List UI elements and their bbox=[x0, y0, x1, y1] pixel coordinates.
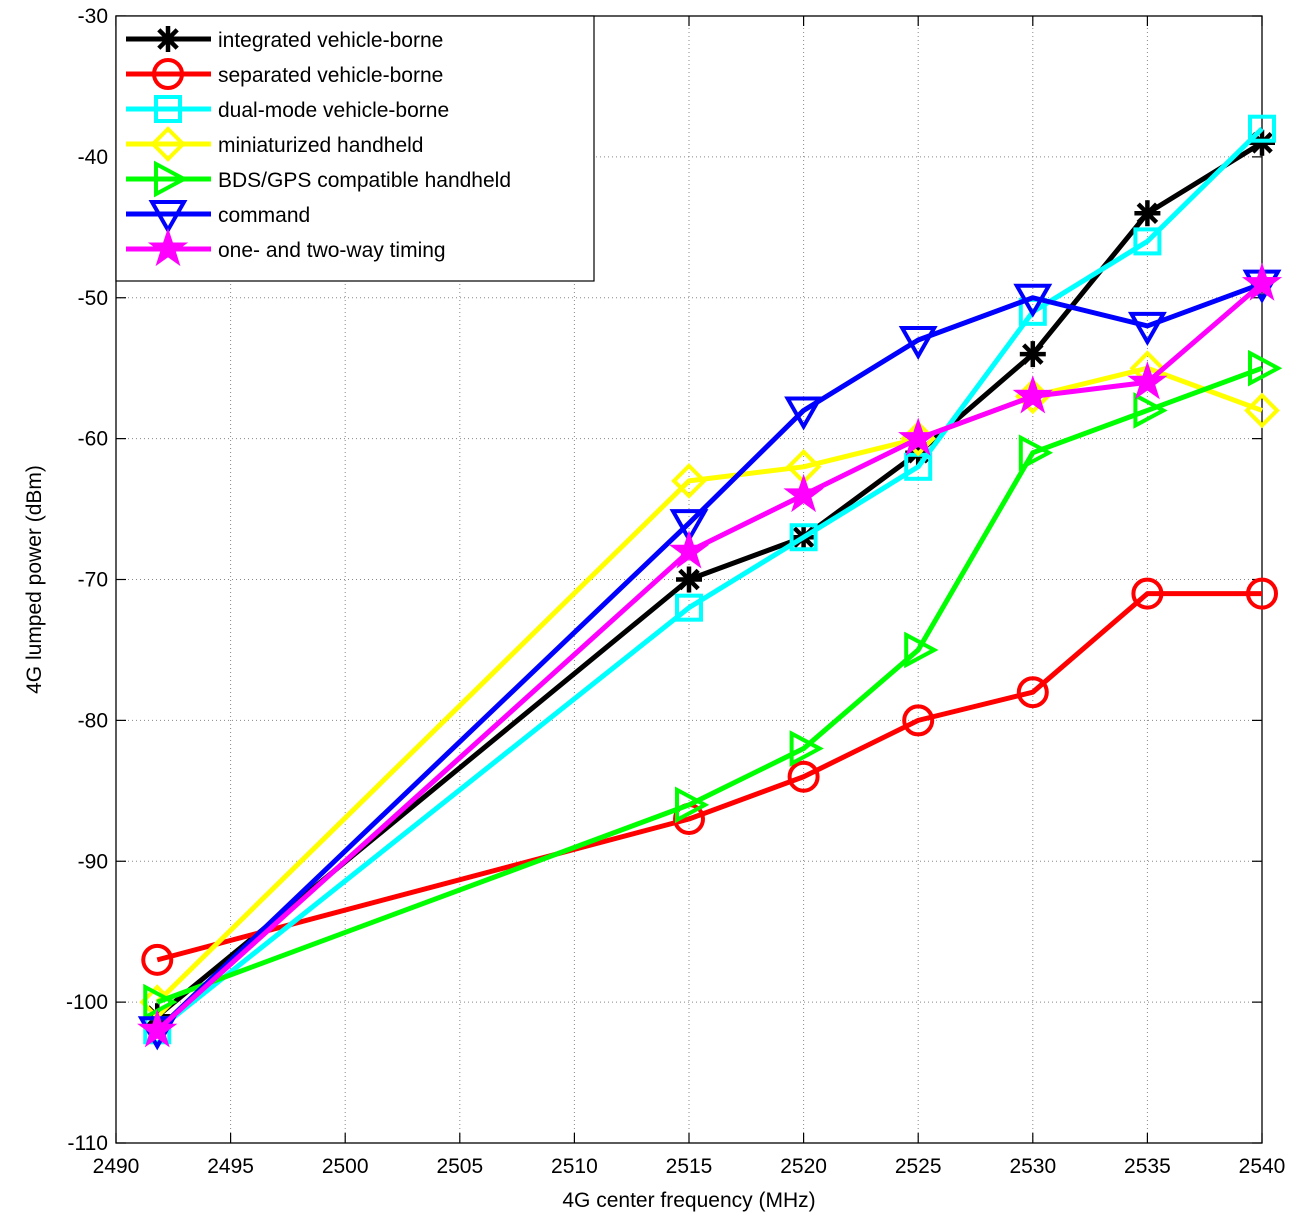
series-line bbox=[156, 591, 1262, 963]
x-tick-label: 2505 bbox=[436, 1155, 483, 1178]
marker-star bbox=[1241, 262, 1283, 301]
y-tick-label: -100 bbox=[66, 991, 108, 1014]
series-6 bbox=[137, 262, 1283, 1048]
legend-label: BDS/GPS compatible handheld bbox=[218, 169, 511, 192]
marker-star bbox=[898, 417, 939, 456]
legend: integrated vehicle-borne separated vehicl… bbox=[115, 15, 595, 282]
marker-star bbox=[137, 1009, 178, 1048]
y-tick-label: -30 bbox=[78, 5, 108, 28]
legend-label: miniaturized handheld bbox=[218, 134, 423, 157]
x-tick-label: 2530 bbox=[1009, 1155, 1056, 1178]
marker-diamond bbox=[671, 463, 707, 499]
y-tick-label: -110 bbox=[68, 1132, 108, 1155]
x-tick-label: 2520 bbox=[780, 1155, 827, 1178]
legend-label: separated vehicle-borne bbox=[218, 64, 443, 87]
marker-triangle-right bbox=[789, 730, 824, 767]
marker-square bbox=[1133, 227, 1162, 256]
marker-star bbox=[1127, 361, 1168, 400]
marker-square bbox=[789, 523, 818, 552]
marker-asterisk bbox=[1249, 129, 1275, 156]
x-tick-label: 2525 bbox=[895, 1155, 942, 1178]
marker-triangle-right bbox=[1248, 349, 1283, 387]
legend-item: separated vehicle-borne bbox=[126, 58, 443, 90]
legend-label: dual-mode vehicle-borne bbox=[218, 99, 449, 122]
y-tick-label: -40 bbox=[78, 146, 108, 169]
marker-star bbox=[668, 530, 710, 569]
marker-star bbox=[783, 473, 824, 513]
legend-box bbox=[115, 15, 595, 282]
series-layer bbox=[137, 114, 1283, 1051]
marker-circle bbox=[141, 943, 174, 976]
marker-triangle-down bbox=[784, 396, 824, 431]
marker-square bbox=[1248, 114, 1276, 143]
series-line bbox=[155, 281, 1263, 1033]
marker-circle bbox=[1246, 577, 1278, 610]
legend-item: dual-mode vehicle-borne bbox=[126, 95, 449, 123]
marker-star bbox=[147, 227, 189, 267]
x-tick-label: 2490 bbox=[93, 1155, 140, 1178]
marker-triangle-down bbox=[148, 200, 188, 235]
legend-item: miniaturized handheld bbox=[126, 126, 423, 162]
y-tick-label: -70 bbox=[78, 569, 108, 592]
x-axis-title: 4G center frequency (MHz) bbox=[562, 1189, 815, 1212]
marker-triangle-right bbox=[675, 786, 710, 824]
marker-triangle-down bbox=[669, 509, 709, 544]
legend-item: BDS/GPS compatible handheld bbox=[126, 160, 511, 198]
marker-diamond bbox=[150, 126, 186, 162]
legend-label: one- and two-way timing bbox=[218, 239, 446, 262]
marker-triangle-right bbox=[143, 983, 178, 1021]
x-tick-label: 2515 bbox=[666, 1155, 713, 1178]
marker-circle bbox=[787, 760, 820, 793]
series-line bbox=[155, 126, 1264, 1033]
x-tick-label: 2535 bbox=[1124, 1155, 1171, 1178]
series-4 bbox=[143, 349, 1283, 1021]
legend-item: one- and two-way timing bbox=[126, 227, 446, 267]
legend-item: integrated vehicle-borne bbox=[126, 26, 443, 52]
marker-asterisk bbox=[1019, 341, 1046, 368]
y-axis-title: 4G lumped power (dBm) bbox=[23, 465, 46, 694]
legend-item: command bbox=[126, 200, 310, 235]
marker-square bbox=[154, 95, 182, 123]
legend-label: command bbox=[218, 204, 310, 227]
marker-circle bbox=[152, 58, 184, 90]
marker-circle bbox=[1131, 577, 1164, 610]
x-tick-label: 2540 bbox=[1239, 1155, 1286, 1178]
marker-circle bbox=[1016, 676, 1049, 709]
marker-asterisk bbox=[676, 566, 702, 593]
marker-asterisk bbox=[155, 26, 181, 52]
y-tick-label: -50 bbox=[78, 287, 108, 310]
y-tick-label: -80 bbox=[78, 709, 108, 732]
marker-diamond bbox=[1244, 392, 1280, 429]
axes: 2490 2495 2500 2505 2510 2515 2520 2525 2530 2535… bbox=[66, 5, 1285, 1178]
y-tick-label: -90 bbox=[78, 850, 108, 873]
marker-triangle-down bbox=[1013, 283, 1053, 318]
marker-triangle-right bbox=[904, 631, 939, 669]
x-tick-label: 2500 bbox=[322, 1155, 369, 1178]
marker-circle bbox=[902, 704, 935, 737]
marker-triangle-right bbox=[1133, 392, 1168, 429]
marker-star bbox=[1012, 375, 1053, 414]
marker-square bbox=[675, 593, 703, 622]
marker-triangle-right bbox=[154, 160, 189, 198]
legend-label: integrated vehicle-borne bbox=[218, 29, 443, 52]
marker-triangle-down bbox=[898, 326, 938, 361]
marker-asterisk bbox=[1134, 200, 1161, 227]
y-tick-label: -60 bbox=[78, 428, 108, 451]
x-tick-label: 2495 bbox=[207, 1155, 254, 1178]
x-tick-label: 2510 bbox=[551, 1155, 598, 1178]
marker-triangle-right bbox=[1018, 434, 1054, 472]
marker-triangle-down bbox=[1127, 311, 1167, 346]
series-line bbox=[156, 365, 1263, 1005]
